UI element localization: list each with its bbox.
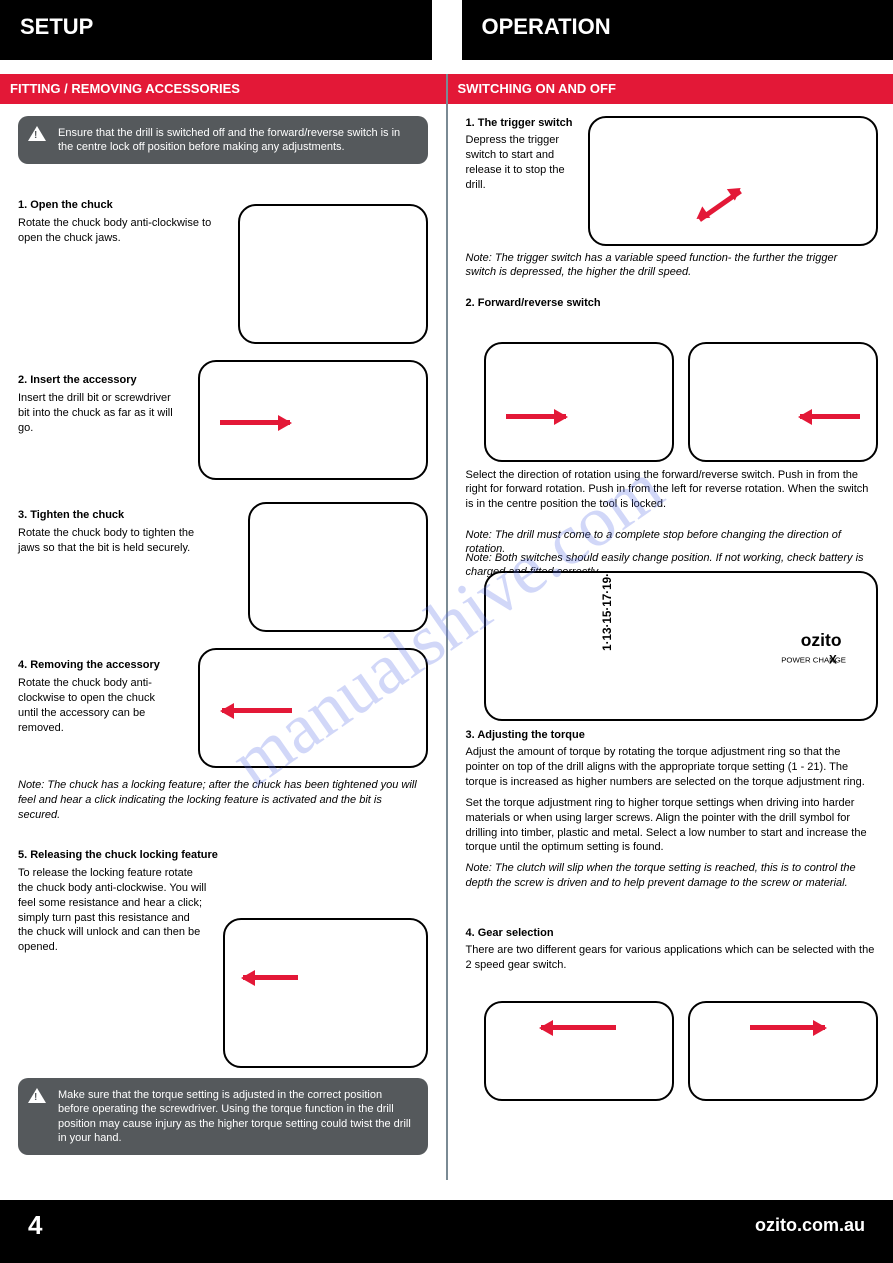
warning-1-text: Ensure that the drill is switched off an… — [58, 127, 400, 153]
page-number: 4 — [28, 1210, 42, 1241]
fig-forward — [484, 342, 674, 462]
step-2-text: Insert the drill bit or screwdriver bit … — [18, 391, 178, 436]
torque-svg: ozito POWER CHANGE X 1·13·15·17·19·2 — [486, 573, 876, 719]
warning-box-1: Ensure that the drill is switched off an… — [18, 116, 428, 165]
footer-bar: 4 ozito.com.au — [0, 1200, 893, 1250]
arrow-release-icon — [243, 975, 298, 980]
footer-brand: ozito.com.au — [755, 1215, 865, 1236]
content-columns: FITTING / REMOVING ACCESSORIES Ensure th… — [0, 60, 893, 1200]
left-steps-area: 1. Open the chuck Rotate the chuck body … — [18, 178, 428, 1078]
r-step-3-heading: 3. Adjusting the torque — [466, 728, 876, 743]
r-step-1-note: Note: The trigger switch has a variable … — [466, 251, 866, 281]
r-step-3-text2: Set the torque adjustment ring to higher… — [466, 796, 876, 855]
arrow-gear1-icon — [541, 1025, 616, 1030]
warning-2-text: Make sure that the torque setting is adj… — [58, 1089, 411, 1144]
arrow-insert-icon — [220, 420, 290, 425]
arrow-trigger-icon — [698, 189, 742, 222]
r-step-4-heading: 4. Gear selection — [466, 926, 876, 941]
r-step-2-heading: 2. Forward/reverse switch — [466, 296, 601, 311]
step-4-heading: 4. Removing the accessory — [18, 658, 178, 673]
left-column: FITTING / REMOVING ACCESSORIES Ensure th… — [0, 60, 446, 1200]
svg-text:ozito: ozito — [800, 630, 841, 650]
right-steps-area: 1. The trigger switch Depress the trigge… — [466, 116, 876, 1116]
svg-text:1·13·15·17·19·2: 1·13·15·17·19·2 — [600, 573, 613, 651]
step-1-text: Rotate the chuck body anti-clockwise to … — [18, 216, 218, 246]
r-step-2: 2. Forward/reverse switch — [466, 296, 601, 314]
step-5-heading: 5. Releasing the chuck locking feature — [18, 848, 218, 863]
step-3-text: Rotate the chuck body to tighten the jaw… — [18, 526, 218, 556]
r-step-2-text: Select the direction of rotation using t… — [466, 468, 876, 513]
step-4: 4. Removing the accessory Rotate the chu… — [18, 658, 178, 741]
r-step-1-heading: 1. The trigger switch — [466, 116, 576, 131]
fig-insert-bit — [198, 360, 428, 480]
fig-gear-2 — [688, 1001, 878, 1101]
topbar-right-title: OPERATION — [462, 0, 893, 60]
step-5: 5. Releasing the chuck locking feature T… — [18, 848, 218, 961]
r-step-3-note: Note: The clutch will slip when the torq… — [466, 861, 876, 891]
right-column: SWITCHING ON AND OFF 1. The trigger swit… — [448, 60, 893, 1200]
r-step-1: 1. The trigger switch Depress the trigge… — [466, 116, 576, 199]
r-step-3-text1: Adjust the amount of torque by rotating … — [466, 745, 876, 790]
step-2-heading: 2. Insert the accessory — [18, 373, 178, 388]
svg-text:X: X — [828, 653, 836, 666]
fig-trigger — [588, 116, 878, 246]
step-3-heading: 3. Tighten the chuck — [18, 508, 218, 523]
left-section-heading: FITTING / REMOVING ACCESSORIES — [0, 74, 446, 104]
step-1: 1. Open the chuck Rotate the chuck body … — [18, 198, 218, 252]
step-1-heading: 1. Open the chuck — [18, 198, 218, 213]
topbar-gap — [432, 0, 462, 60]
step-2: 2. Insert the accessory Insert the drill… — [18, 373, 178, 441]
step-4-note: Note: The chuck has a locking feature; a… — [18, 778, 418, 823]
r-step-4: 4. Gear selection There are two differen… — [466, 926, 876, 980]
right-section-heading: SWITCHING ON AND OFF — [448, 74, 893, 104]
arrow-reverse-icon — [800, 414, 860, 419]
warning-icon — [28, 126, 46, 141]
r-step-3: 3. Adjusting the torque Adjust the amoun… — [466, 728, 876, 897]
top-bar: SETUP OPERATION — [0, 0, 893, 60]
r-step-4-text1: There are two different gears for variou… — [466, 943, 876, 973]
fig-release-lock — [223, 918, 428, 1068]
step-4-text: Rotate the chuck body anti-clockwise to … — [18, 676, 178, 735]
topbar-left-title: SETUP — [0, 0, 432, 60]
step-5-text: To release the locking feature rotate th… — [18, 866, 208, 955]
r-step-1-text: Depress the trigger switch to start and … — [466, 133, 576, 192]
fig-open-chuck — [238, 204, 428, 344]
arrow-gear2-icon — [750, 1025, 825, 1030]
arrow-forward-icon — [506, 414, 566, 419]
step-3: 3. Tighten the chuck Rotate the chuck bo… — [18, 508, 218, 562]
fig-reverse — [688, 342, 878, 462]
arrow-remove-icon — [222, 708, 292, 713]
warning-box-2: Make sure that the torque setting is adj… — [18, 1078, 428, 1155]
warning-icon — [28, 1088, 46, 1103]
fig-torque: ozito POWER CHANGE X 1·13·15·17·19·2 — [484, 571, 878, 721]
fig-gear-1 — [484, 1001, 674, 1101]
fig-tighten-chuck — [248, 502, 428, 632]
fig-remove-bit — [198, 648, 428, 768]
